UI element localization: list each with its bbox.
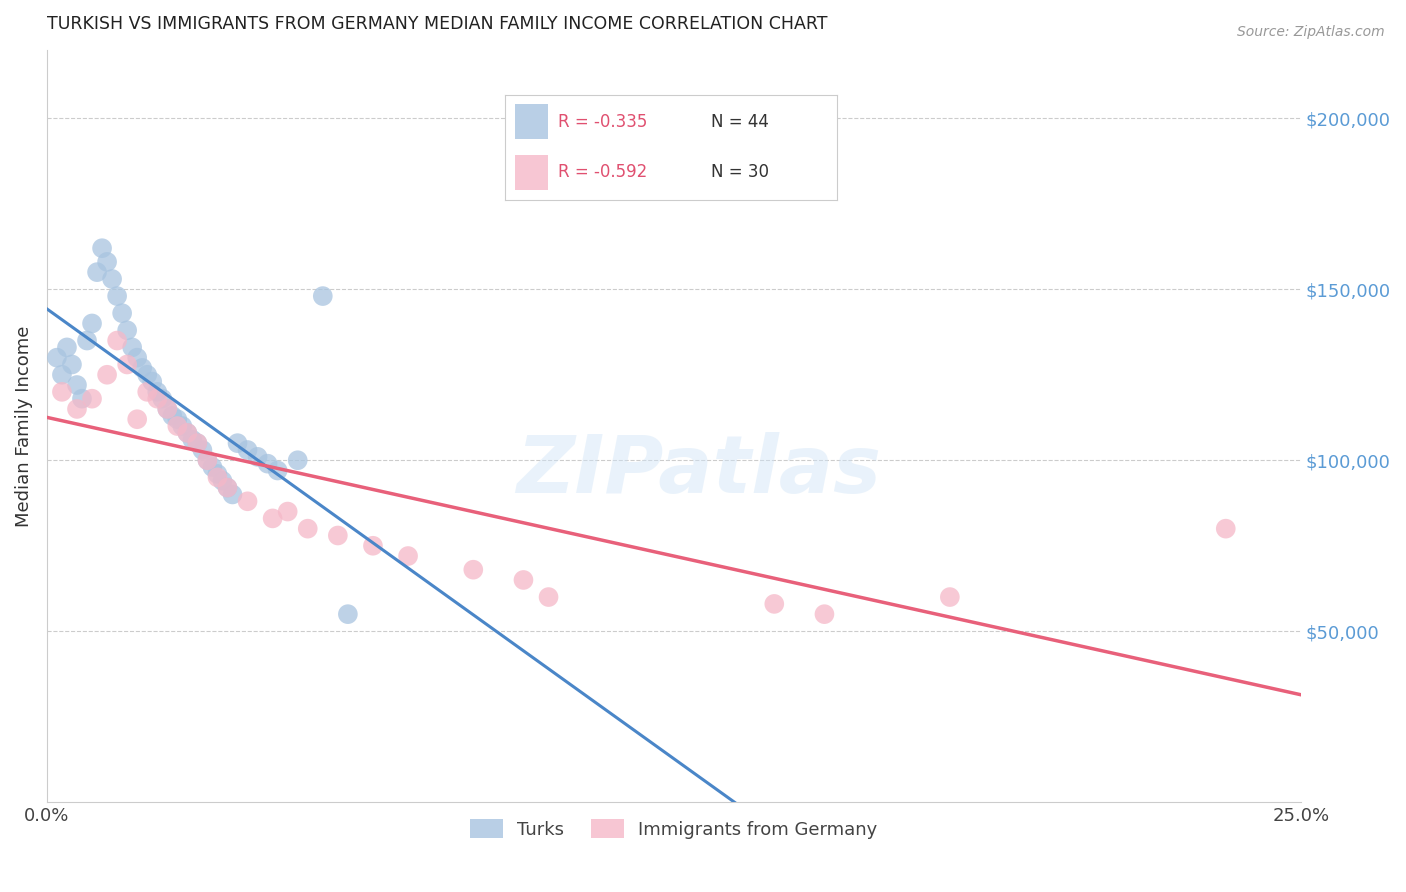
Point: [60, 358, 83, 372]
Point: [101, 272, 124, 286]
Point: [66, 378, 89, 392]
Point: [211, 474, 233, 488]
Point: [197, 453, 219, 467]
Point: [266, 463, 288, 477]
Point: [76, 334, 98, 348]
Point: [1215, 522, 1237, 536]
Point: [131, 360, 153, 375]
Point: [86, 265, 108, 279]
Point: [207, 467, 229, 481]
Point: [336, 607, 359, 622]
Point: [121, 340, 143, 354]
Point: [297, 522, 319, 536]
Point: [217, 481, 239, 495]
Point: [115, 323, 138, 337]
Point: [150, 392, 173, 406]
Point: [207, 470, 229, 484]
Point: [186, 436, 208, 450]
Point: [262, 511, 284, 525]
Legend: Turks, Immigrants from Germany: Turks, Immigrants from Germany: [463, 812, 884, 846]
Point: [197, 453, 219, 467]
Point: [115, 358, 138, 372]
Point: [236, 494, 259, 508]
Point: [201, 460, 224, 475]
Point: [217, 481, 239, 495]
Point: [181, 433, 204, 447]
Point: [111, 306, 134, 320]
Point: [191, 442, 214, 457]
Point: [396, 549, 419, 563]
Point: [512, 573, 534, 587]
Point: [277, 504, 299, 518]
Point: [45, 351, 67, 365]
Point: [763, 597, 786, 611]
Point: [96, 368, 118, 382]
Point: [146, 384, 169, 399]
Y-axis label: Median Family Income: Median Family Income: [15, 326, 32, 527]
Point: [256, 457, 278, 471]
Point: [813, 607, 835, 622]
Point: [176, 425, 198, 440]
Point: [91, 241, 114, 255]
Point: [312, 289, 335, 303]
Point: [70, 392, 93, 406]
Point: [105, 334, 128, 348]
Point: [236, 442, 259, 457]
Point: [96, 255, 118, 269]
Point: [51, 384, 73, 399]
Point: [141, 375, 163, 389]
Point: [56, 340, 79, 354]
Point: [221, 487, 243, 501]
Point: [287, 453, 309, 467]
Point: [127, 412, 149, 426]
Point: [939, 590, 962, 604]
Point: [537, 590, 560, 604]
Text: TURKISH VS IMMIGRANTS FROM GERMANY MEDIAN FAMILY INCOME CORRELATION CHART: TURKISH VS IMMIGRANTS FROM GERMANY MEDIA…: [46, 15, 827, 33]
Point: [136, 368, 159, 382]
Text: ZIPatlas: ZIPatlas: [516, 433, 882, 510]
Point: [127, 351, 149, 365]
Point: [136, 384, 159, 399]
Point: [361, 539, 384, 553]
Point: [176, 425, 198, 440]
Point: [80, 392, 103, 406]
Point: [166, 412, 188, 426]
Point: [156, 401, 179, 416]
Point: [246, 450, 269, 464]
Point: [105, 289, 128, 303]
Point: [463, 563, 485, 577]
Point: [166, 419, 188, 434]
Point: [80, 317, 103, 331]
Point: [66, 401, 89, 416]
Point: [51, 368, 73, 382]
Point: [186, 436, 208, 450]
Point: [172, 419, 194, 434]
Point: [162, 409, 184, 423]
Point: [326, 528, 349, 542]
Point: [146, 392, 169, 406]
Point: [226, 436, 249, 450]
Text: Source: ZipAtlas.com: Source: ZipAtlas.com: [1237, 25, 1385, 39]
Point: [156, 401, 179, 416]
